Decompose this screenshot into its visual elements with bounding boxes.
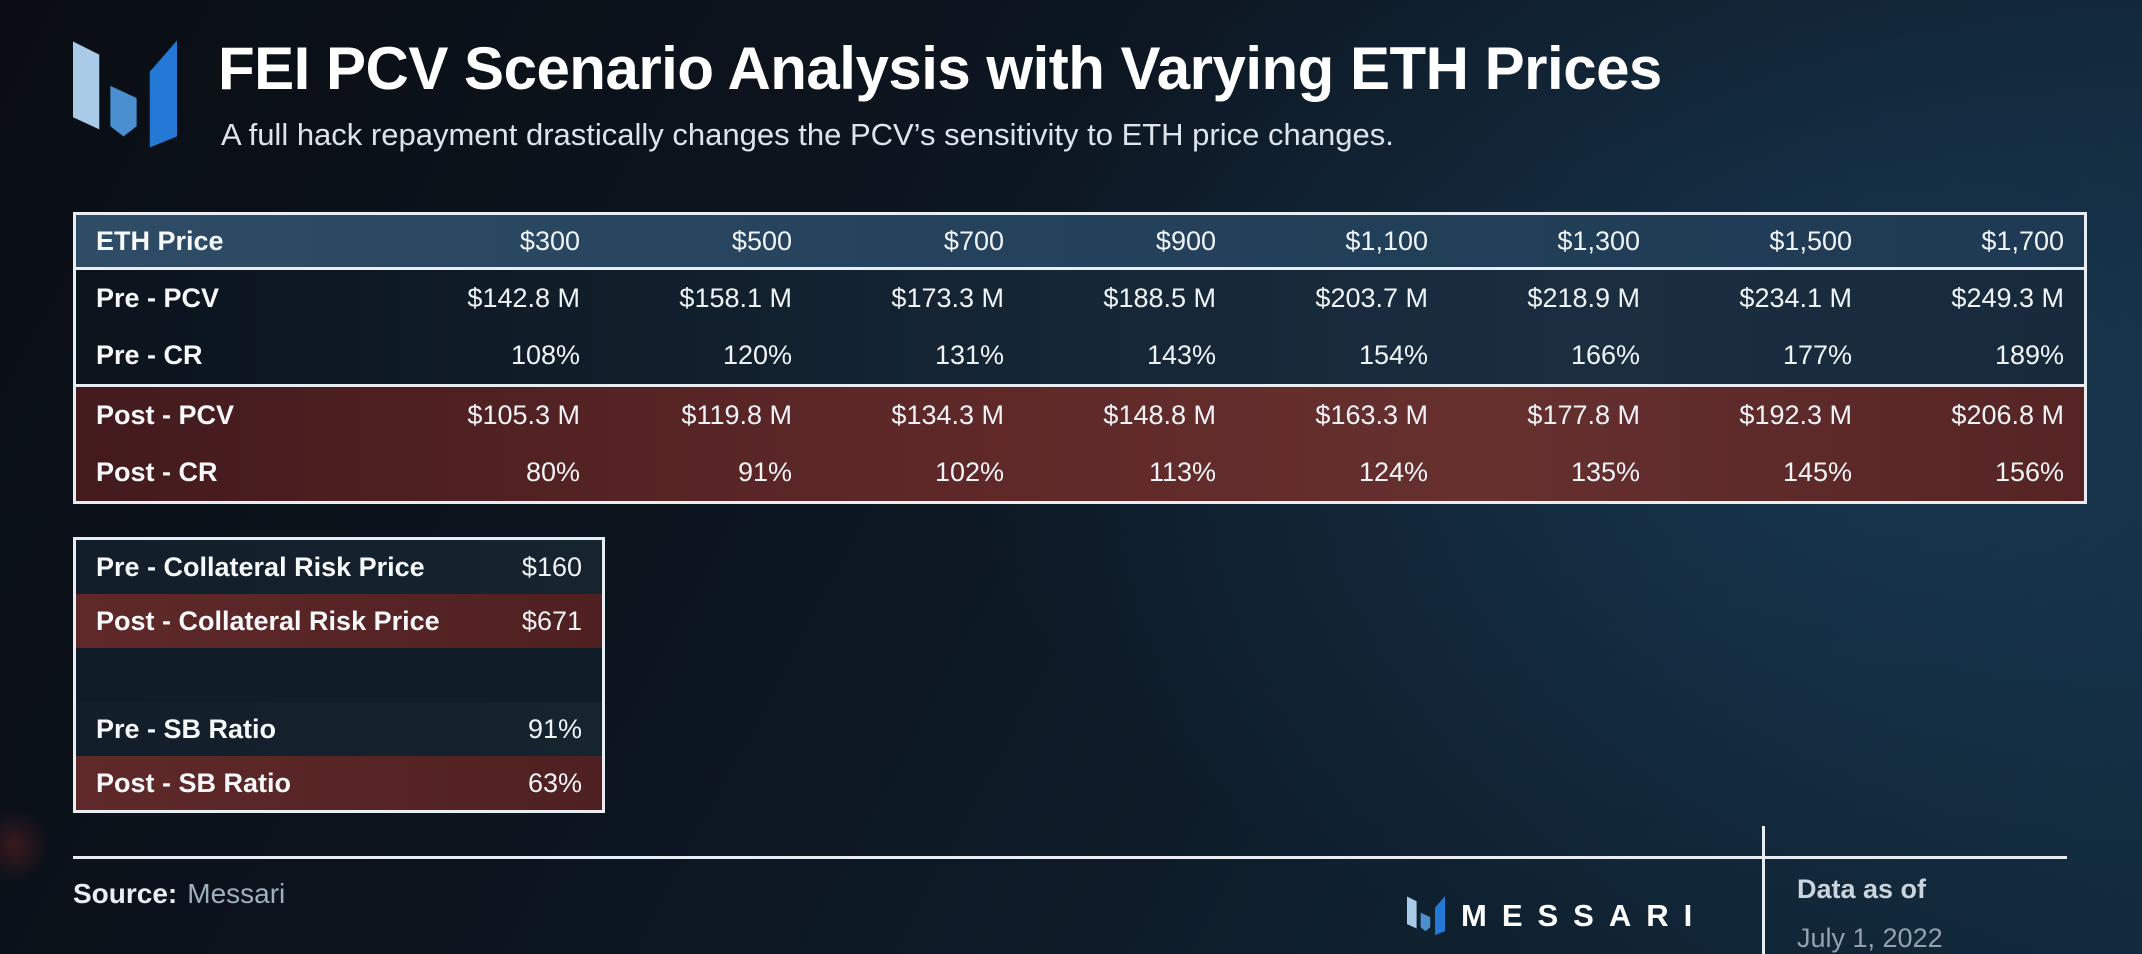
column-header: $1,500 — [1769, 225, 1852, 256]
background-red-glow — [0, 798, 60, 893]
post-rows-block: Post - PCV $105.3 M $119.8 M $134.3 M $1… — [76, 387, 2084, 501]
column-header: $700 — [943, 225, 1004, 256]
cell-value: $148.8 M — [1103, 400, 1216, 430]
table-row: Pre - PCV $142.8 M $158.1 M $173.3 M $18… — [76, 270, 2084, 327]
cell-value: $134.3 M — [891, 400, 1004, 430]
source-label: Source: — [73, 878, 178, 909]
summary-row-value: $160 — [521, 551, 582, 582]
page-title: FEI PCV Scenario Analysis with Varying E… — [218, 35, 1662, 102]
cell-value: $234.1 M — [1739, 283, 1852, 313]
messari-logo-icon — [73, 40, 177, 148]
cell-value: 91% — [737, 457, 792, 487]
summary-row: Post - SB Ratio 63% — [76, 756, 602, 810]
summary-row-value: 63% — [527, 767, 582, 798]
cell-value: $206.8 M — [1951, 400, 2064, 430]
summary-row-label: Pre - Collateral Risk Price — [96, 551, 425, 582]
row-label: Post - PCV — [96, 400, 235, 430]
column-header: $1,700 — [1981, 225, 2064, 256]
data-as-of-label: Data as of — [1797, 874, 1927, 904]
summary-row-value: $671 — [521, 605, 582, 636]
summary-row-label: Pre - SB Ratio — [96, 713, 277, 744]
table-row: Post - PCV $105.3 M $119.8 M $134.3 M $1… — [76, 387, 2084, 444]
cell-value: 80% — [525, 457, 580, 487]
brand-name: MESSARI — [1461, 898, 1708, 933]
summary-row — [76, 648, 602, 702]
cell-value: $218.9 M — [1527, 283, 1640, 313]
column-header: $500 — [731, 225, 792, 256]
cell-value: 102% — [934, 457, 1004, 487]
summary-row-value: 91% — [527, 713, 582, 744]
table-header-label: ETH Price — [96, 225, 224, 256]
data-as-of-value: July 1, 2022 — [1797, 923, 1943, 953]
source-line: Source: Messari — [73, 878, 285, 910]
summary-row-label: Post - Collateral Risk Price — [96, 605, 440, 636]
data-as-of: Data as of July 1, 2022 — [1797, 874, 1943, 954]
cell-value: 166% — [1570, 340, 1640, 370]
summary-row: Pre - SB Ratio 91% — [76, 702, 602, 756]
cell-value: $105.3 M — [467, 400, 580, 430]
messari-wordmark-icon — [1407, 896, 1445, 936]
cell-value: 154% — [1358, 340, 1428, 370]
messari-wordmark: MESSARI — [1407, 896, 1707, 936]
row-label: Pre - CR — [96, 340, 203, 370]
cell-value: 113% — [1148, 457, 1216, 487]
cell-value: $163.3 M — [1315, 400, 1428, 430]
pre-rows-block: Pre - PCV $142.8 M $158.1 M $173.3 M $18… — [76, 270, 2084, 387]
row-label: Post - CR — [96, 457, 218, 487]
page-subtitle: A full hack repayment drastically change… — [221, 117, 1394, 152]
cell-value: 145% — [1782, 457, 1852, 487]
summary-row-label: Post - SB Ratio — [96, 767, 292, 798]
table-header-cells: $300 $500 $700 $900 $1,100 $1,300 $1,500 $1,700 — [388, 226, 2084, 257]
cell-value: $158.1 M — [679, 283, 792, 313]
cell-value: 108% — [510, 340, 580, 370]
footer-rule — [73, 856, 2067, 859]
cell-value: $249.3 M — [1951, 283, 2064, 313]
cell-value: $119.8 M — [681, 400, 792, 430]
cell-value: 156% — [1994, 457, 2064, 487]
cell-value: 120% — [722, 340, 792, 370]
cell-value: $192.3 M — [1739, 400, 1852, 430]
summary-table: Pre - Collateral Risk Price $160 Post - … — [73, 537, 605, 813]
cell-value: $188.5 M — [1103, 283, 1216, 313]
summary-row: Pre - Collateral Risk Price $160 — [76, 540, 602, 594]
column-header: $900 — [1155, 225, 1216, 256]
cell-value: 135% — [1570, 457, 1640, 487]
table-row: Pre - CR 108% 120% 131% 143% 154% 166% 1… — [76, 327, 2084, 384]
summary-row: Post - Collateral Risk Price $671 — [76, 594, 602, 648]
cell-value: 189% — [1994, 340, 2064, 370]
column-header: $300 — [519, 225, 580, 256]
footer-divider — [1762, 826, 1765, 954]
table-row: Post - CR 80% 91% 102% 113% 124% 135% 14… — [76, 444, 2084, 501]
cell-value: 177% — [1782, 340, 1852, 370]
cell-value: $173.3 M — [891, 283, 1004, 313]
column-header: $1,100 — [1345, 225, 1428, 256]
cell-value: $177.8 M — [1527, 400, 1640, 430]
cell-value: 124% — [1358, 457, 1428, 487]
source-value: Messari — [187, 878, 286, 909]
table-header-row: ETH Price $300 $500 $700 $900 $1,100 $1,300 $1… — [76, 215, 2084, 270]
eth-price-scenario-table: ETH Price $300 $500 $700 $900 $1,100 $1,300 $1… — [73, 212, 2087, 504]
cell-value: $142.8 M — [467, 283, 580, 313]
cell-value: $203.7 M — [1315, 283, 1428, 313]
column-header: $1,300 — [1557, 225, 1640, 256]
row-label: Pre - PCV — [96, 283, 220, 313]
cell-value: 131% — [934, 340, 1004, 370]
cell-value: 143% — [1146, 340, 1216, 370]
